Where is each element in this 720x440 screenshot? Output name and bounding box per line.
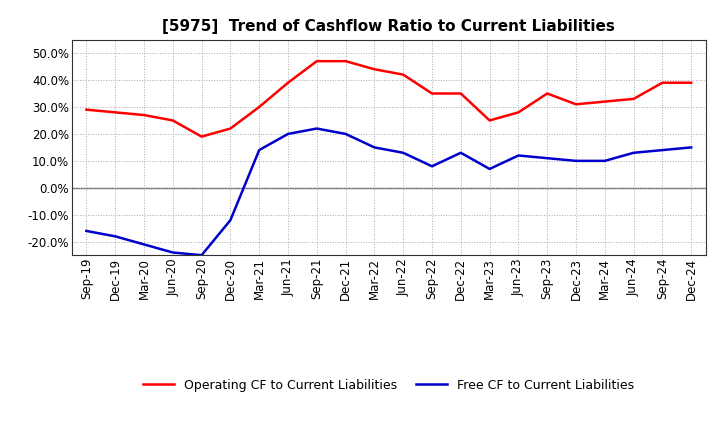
Free CF to Current Liabilities [399, 150, 408, 155]
Free CF to Current Liabilities [572, 158, 580, 164]
Operating CF to Current Liabilities [399, 72, 408, 77]
Free CF to Current Liabilities [629, 150, 638, 155]
Legend: Operating CF to Current Liabilities, Free CF to Current Liabilities: Operating CF to Current Liabilities, Fre… [138, 374, 639, 396]
Operating CF to Current Liabilities [284, 80, 292, 85]
Operating CF to Current Liabilities [428, 91, 436, 96]
Operating CF to Current Liabilities [543, 91, 552, 96]
Operating CF to Current Liabilities [312, 59, 321, 64]
Free CF to Current Liabilities [370, 145, 379, 150]
Line: Operating CF to Current Liabilities: Operating CF to Current Liabilities [86, 61, 691, 136]
Title: [5975]  Trend of Cashflow Ratio to Current Liabilities: [5975] Trend of Cashflow Ratio to Curren… [163, 19, 615, 34]
Operating CF to Current Liabilities [485, 118, 494, 123]
Free CF to Current Liabilities [82, 228, 91, 234]
Free CF to Current Liabilities [341, 131, 350, 136]
Free CF to Current Liabilities [312, 126, 321, 131]
Operating CF to Current Liabilities [82, 107, 91, 112]
Free CF to Current Liabilities [140, 242, 148, 247]
Operating CF to Current Liabilities [629, 96, 638, 102]
Free CF to Current Liabilities [168, 250, 177, 255]
Free CF to Current Liabilities [111, 234, 120, 239]
Free CF to Current Liabilities [485, 166, 494, 172]
Free CF to Current Liabilities [255, 147, 264, 153]
Free CF to Current Liabilities [600, 158, 609, 164]
Free CF to Current Liabilities [514, 153, 523, 158]
Free CF to Current Liabilities [197, 253, 206, 258]
Operating CF to Current Liabilities [572, 102, 580, 107]
Free CF to Current Liabilities [456, 150, 465, 155]
Operating CF to Current Liabilities [370, 66, 379, 72]
Operating CF to Current Liabilities [341, 59, 350, 64]
Free CF to Current Liabilities [284, 131, 292, 136]
Free CF to Current Liabilities [543, 155, 552, 161]
Operating CF to Current Liabilities [111, 110, 120, 115]
Free CF to Current Liabilities [226, 217, 235, 223]
Operating CF to Current Liabilities [514, 110, 523, 115]
Operating CF to Current Liabilities [140, 112, 148, 117]
Operating CF to Current Liabilities [255, 104, 264, 110]
Free CF to Current Liabilities [687, 145, 696, 150]
Line: Free CF to Current Liabilities: Free CF to Current Liabilities [86, 128, 691, 255]
Free CF to Current Liabilities [658, 147, 667, 153]
Operating CF to Current Liabilities [168, 118, 177, 123]
Operating CF to Current Liabilities [456, 91, 465, 96]
Operating CF to Current Liabilities [226, 126, 235, 131]
Operating CF to Current Liabilities [197, 134, 206, 139]
Operating CF to Current Liabilities [600, 99, 609, 104]
Free CF to Current Liabilities [428, 164, 436, 169]
Operating CF to Current Liabilities [658, 80, 667, 85]
Operating CF to Current Liabilities [687, 80, 696, 85]
